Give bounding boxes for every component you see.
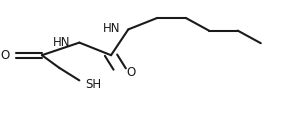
Text: O: O	[1, 49, 10, 62]
Text: HN: HN	[103, 22, 120, 35]
Text: HN: HN	[53, 36, 70, 49]
Text: SH: SH	[85, 78, 101, 90]
Text: O: O	[126, 66, 135, 79]
